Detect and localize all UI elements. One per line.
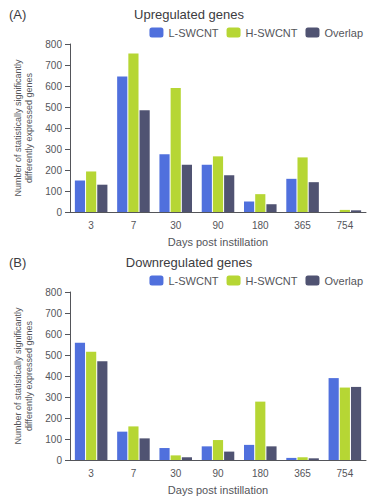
svg-text:300: 300 — [45, 144, 62, 155]
svg-text:754: 754 — [337, 468, 354, 479]
svg-text:800: 800 — [45, 287, 62, 298]
svg-text:600: 600 — [45, 329, 62, 340]
svg-text:700: 700 — [45, 308, 62, 319]
svg-text:(A): (A) — [9, 7, 26, 22]
svg-text:100: 100 — [45, 434, 62, 445]
svg-text:L-SWCNT: L-SWCNT — [168, 275, 218, 287]
svg-text:365: 365 — [294, 468, 311, 479]
svg-text:90: 90 — [212, 468, 224, 479]
svg-text:30: 30 — [170, 468, 182, 479]
svg-text:Number of statistically signif: Number of statistically significantly — [13, 307, 23, 445]
svg-text:180: 180 — [252, 468, 269, 479]
svg-text:3: 3 — [88, 468, 94, 479]
svg-text:800: 800 — [45, 39, 62, 50]
svg-text:Overlap: Overlap — [324, 27, 363, 39]
svg-text:Upregulated genes: Upregulated genes — [134, 7, 244, 22]
svg-text:Overlap: Overlap — [324, 275, 363, 287]
svg-text:200: 200 — [45, 413, 62, 424]
svg-text:400: 400 — [45, 123, 62, 134]
svg-text:7: 7 — [131, 220, 137, 231]
svg-text:H-SWCNT: H-SWCNT — [246, 27, 298, 39]
svg-text:Days post instillation: Days post instillation — [168, 484, 268, 496]
svg-text:Number of statistically signif: Number of statistically significantly — [13, 59, 23, 197]
svg-text:3: 3 — [88, 220, 94, 231]
svg-text:L-SWCNT: L-SWCNT — [168, 27, 218, 39]
svg-text:H-SWCNT: H-SWCNT — [246, 275, 298, 287]
svg-text:(B): (B) — [9, 255, 26, 270]
svg-text:differently expressed genes: differently expressed genes — [24, 321, 34, 431]
svg-text:300: 300 — [45, 392, 62, 403]
svg-text:90: 90 — [212, 220, 224, 231]
svg-text:Downregulated genes: Downregulated genes — [126, 255, 253, 270]
svg-text:180: 180 — [252, 220, 269, 231]
svg-text:differently expressed genes: differently expressed genes — [24, 73, 34, 183]
svg-text:500: 500 — [45, 350, 62, 361]
svg-text:0: 0 — [56, 455, 62, 466]
svg-text:365: 365 — [294, 220, 311, 231]
svg-text:0: 0 — [56, 207, 62, 218]
svg-text:30: 30 — [170, 220, 182, 231]
svg-text:400: 400 — [45, 371, 62, 382]
svg-text:200: 200 — [45, 165, 62, 176]
svg-text:100: 100 — [45, 186, 62, 197]
svg-text:Days post instillation: Days post instillation — [168, 236, 268, 248]
svg-text:600: 600 — [45, 81, 62, 92]
svg-text:500: 500 — [45, 102, 62, 113]
svg-text:700: 700 — [45, 60, 62, 71]
svg-text:7: 7 — [131, 468, 137, 479]
svg-text:754: 754 — [337, 220, 354, 231]
